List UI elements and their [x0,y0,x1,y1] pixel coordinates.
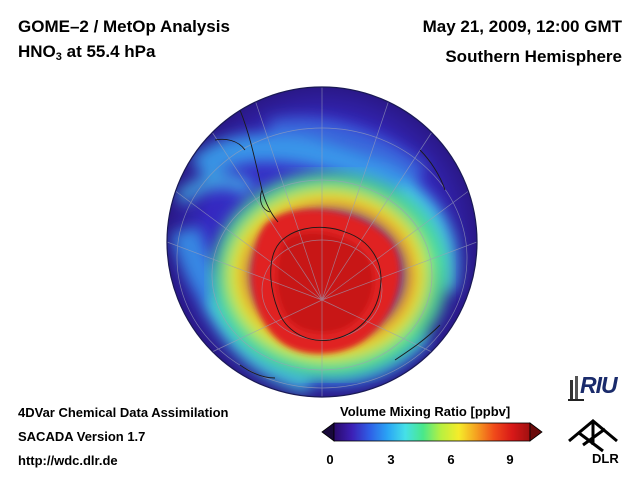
title-subscript: 3 [55,51,62,63]
vortex-core-high-hno3 [251,209,401,354]
footer-method: 4DVar Chemical Data Assimilation [18,405,229,420]
colorbar [321,422,543,442]
riu-logo-text: RIU [580,372,618,398]
footer-version: SACADA Version 1.7 [18,429,146,444]
dlr-logo-text: DLR [592,451,619,466]
colorbar-tick-9: 9 [506,452,514,467]
datetime: May 21, 2009, 12:00 GMT [422,17,622,36]
riu-logo-icon [568,376,584,401]
colorbar-title: Volume Mixing Ratio [ppbv] [340,404,511,419]
coastlines [214,109,446,379]
footer-url: http://wdc.dlr.de [18,453,118,468]
dlr-logo-icon [568,419,618,453]
title-line-2: HNO3 at 55.4 hPa [18,42,155,63]
hemisphere-label: Southern Hemisphere [445,47,622,66]
title-species: HNO [18,42,56,61]
colorbar-tick-0: 0 [326,452,334,467]
title-line-1: GOME–2 / MetOp Analysis [18,17,230,36]
colorbar-low-arrow [321,422,335,442]
title-level: at 55.4 hPa [61,42,156,61]
colorbar-bar [333,422,531,442]
colorbar-high-arrow [529,422,543,442]
globe [167,87,477,397]
graticule [167,87,477,397]
globe-outline [166,86,478,398]
colorbar-tick-6: 6 [447,452,455,467]
colorbar-tick-3: 3 [387,452,395,467]
